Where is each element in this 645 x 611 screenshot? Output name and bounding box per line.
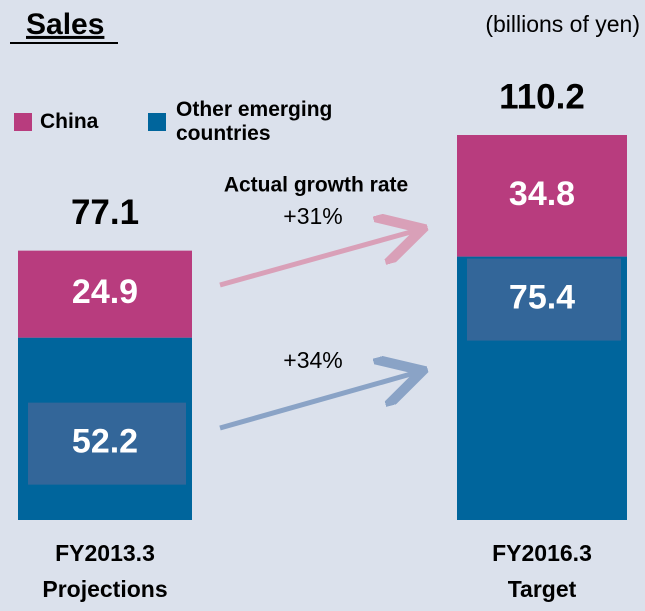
data-label: 24.9 xyxy=(72,273,138,311)
annotation: +34% xyxy=(283,347,342,373)
legend-label-box: Other emerging countries xyxy=(176,98,333,145)
annotation: +31% xyxy=(283,203,342,229)
annotation: Actual growth rate xyxy=(224,174,408,197)
bar-segment xyxy=(18,250,192,338)
data-label: 52.2 xyxy=(72,423,138,461)
x-tick-sublabel: Target xyxy=(508,576,577,602)
data-label: 75.4 xyxy=(509,279,575,317)
label-box xyxy=(467,258,621,341)
legend-label-box: China xyxy=(40,110,99,133)
legend-swatch xyxy=(148,113,166,131)
x-tick-label: FY2013.3 xyxy=(55,540,155,566)
legend-label: Other emerging countries xyxy=(176,98,333,145)
legend-swatch xyxy=(14,113,32,131)
chart-title: Sales xyxy=(26,8,104,41)
growth-arrow xyxy=(219,372,418,431)
x-tick-sublabel: Projections xyxy=(42,576,167,602)
total-label: 110.2 xyxy=(499,77,585,116)
label-box xyxy=(28,402,186,485)
legend-label: China xyxy=(40,110,99,133)
bar-segment xyxy=(457,135,627,257)
total-label: 77.1 xyxy=(71,193,139,232)
chart-subtitle: (billions of yen) xyxy=(485,11,640,37)
growth-arrow xyxy=(219,230,418,288)
data-label: 34.8 xyxy=(509,175,575,213)
x-tick-label: FY2016.3 xyxy=(492,540,592,566)
